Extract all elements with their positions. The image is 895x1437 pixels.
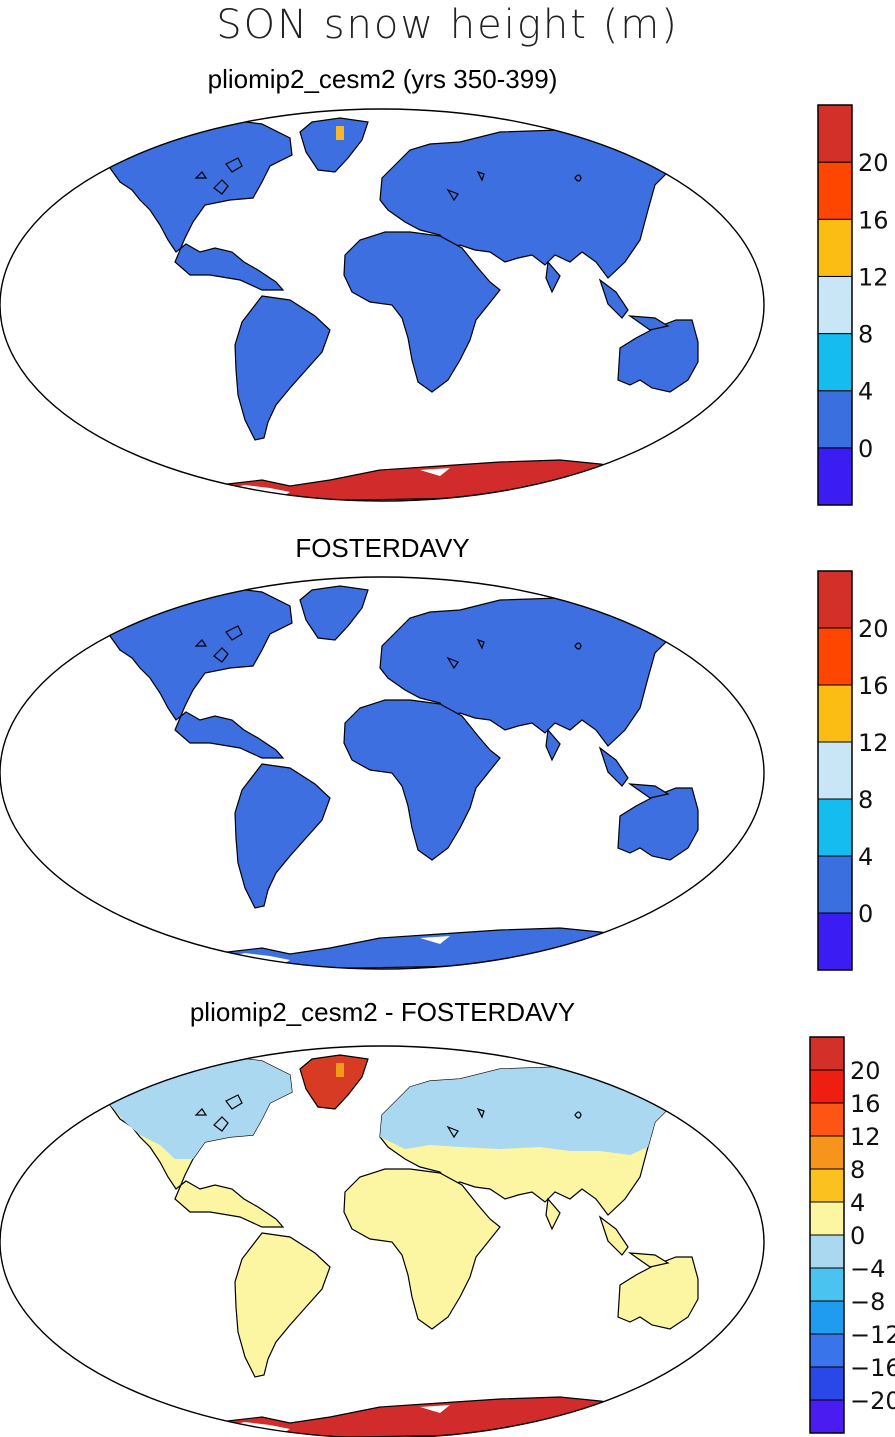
colorbar-swatch xyxy=(817,855,853,914)
colorbar-tick-label: −4 xyxy=(850,1255,885,1283)
panel-3-colorbar: −20 −16 −12 −8 −4 0 4 8 12 16 20 xyxy=(809,1036,895,1434)
map-outline xyxy=(0,576,765,970)
colorbar-swatch xyxy=(817,570,853,629)
colorbar-swatch xyxy=(817,390,853,449)
colorbar-tick-label: −8 xyxy=(850,1288,885,1316)
panel-1-colorbar: 0 4 8 12 16 20 xyxy=(817,104,889,506)
panel-1-map xyxy=(0,108,765,502)
colorbar-swatch xyxy=(809,1234,845,1269)
colorbar-tick-label: 12 xyxy=(858,729,889,757)
greenland-spot xyxy=(336,1063,344,1077)
colorbar-tick-label: 8 xyxy=(858,786,873,814)
colorbar-tick-label: 12 xyxy=(858,263,889,291)
colorbar-frame xyxy=(817,104,853,506)
colorbar-tick-label: 4 xyxy=(858,378,873,406)
colorbar-swatch xyxy=(817,447,853,506)
colorbar-tick-label: 16 xyxy=(858,672,889,700)
map-outline xyxy=(0,108,765,502)
colorbar-tick-label: 0 xyxy=(858,900,873,928)
colorbar-tick-label: 0 xyxy=(858,435,873,463)
colorbar-swatch xyxy=(817,161,853,220)
colorbar-swatch xyxy=(817,798,853,857)
greenland-spot xyxy=(336,594,344,608)
colorbar-swatch xyxy=(817,218,853,277)
colorbar-swatch xyxy=(817,333,853,392)
colorbar-swatch xyxy=(809,1333,845,1368)
greenland-spot xyxy=(336,126,344,140)
colorbar-frame xyxy=(817,570,853,971)
panel-3-map xyxy=(0,1045,765,1437)
colorbar-tick-label: 12 xyxy=(850,1123,881,1151)
map-outline xyxy=(0,1045,765,1437)
colorbar-swatch xyxy=(809,1267,845,1302)
colorbar-tick-label: 8 xyxy=(858,321,873,349)
colorbar-swatch xyxy=(817,912,853,971)
panel-2-title: FOSTERDAVY xyxy=(295,533,470,563)
colorbar-swatch xyxy=(809,1201,845,1236)
colorbar-swatch xyxy=(809,1366,845,1401)
panel-1-title: pliomip2_cesm2 (yrs 350-399) xyxy=(207,64,558,94)
colorbar-swatch xyxy=(809,1135,845,1170)
colorbar-swatch xyxy=(817,275,853,335)
colorbar-tick-label: 4 xyxy=(850,1189,865,1217)
figure-title: SON snow height (m) xyxy=(216,2,679,48)
colorbar-swatch xyxy=(809,1102,845,1137)
colorbar-tick-label: 20 xyxy=(850,1057,881,1085)
colorbar-swatch xyxy=(817,104,853,163)
colorbar-tick-label: 0 xyxy=(850,1222,865,1250)
colorbar-tick-label: 16 xyxy=(850,1090,881,1118)
colorbar-tick-label: −20 xyxy=(850,1387,895,1415)
panel-2-colorbar: 0 4 8 12 16 20 xyxy=(817,570,889,971)
colorbar-frame xyxy=(809,1036,845,1434)
colorbar-tick-label: 20 xyxy=(858,615,889,643)
colorbar-tick-label: 20 xyxy=(858,149,889,177)
panel-2-map xyxy=(0,576,765,970)
panel-3-title: pliomip2_cesm2 - FOSTERDAVY xyxy=(189,997,576,1027)
colorbar-swatch xyxy=(817,684,853,743)
colorbar-swatch xyxy=(809,1168,845,1203)
colorbar-tick-label: −12 xyxy=(850,1321,895,1349)
colorbar-swatch xyxy=(809,1069,845,1104)
colorbar-tick-label: 16 xyxy=(858,206,889,234)
colorbar-swatch xyxy=(809,1300,845,1335)
colorbar-tick-label: −16 xyxy=(850,1354,895,1382)
colorbar-swatch xyxy=(809,1036,845,1071)
colorbar-swatch xyxy=(817,741,853,800)
colorbar-tick-label: 8 xyxy=(850,1156,865,1184)
colorbar-swatch xyxy=(809,1399,845,1434)
colorbar-tick-label: 4 xyxy=(858,843,873,871)
colorbar-swatch xyxy=(817,627,853,686)
